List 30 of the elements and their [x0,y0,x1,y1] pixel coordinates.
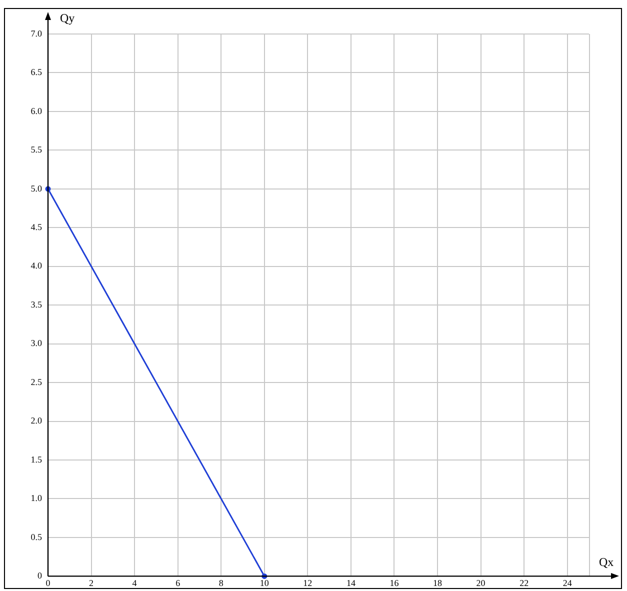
y-tick-label: 2.5 [30,376,42,387]
x-tick-label: 14 [346,578,356,588]
y-tick-label: 1.0 [30,493,42,504]
y-tick-label: 4.5 [30,222,42,232]
x-tick-label: 24 [562,578,572,588]
y-tick-label: 3.0 [30,338,42,348]
x-axis-title: Qx [599,555,614,570]
x-tick-label: 22 [520,578,529,588]
y-tick-label: 0.5 [30,532,42,542]
y-tick-label: 2.0 [30,416,42,426]
x-tick-label: 0 [46,578,51,588]
x-tick-label: 12 [303,578,312,588]
y-tick-label: 6.5 [30,67,42,78]
x-tick-label: 18 [433,578,443,588]
x-tick-label: 10 [260,578,270,588]
x-tick-label: 4 [132,578,138,588]
y-tick-label: 4.0 [30,260,42,271]
y-tick-label: 5.5 [30,144,42,155]
y-tick-label: 1.5 [30,454,42,464]
y-tick-label: 3.5 [30,299,42,310]
x-tick-label: 20 [476,578,486,588]
x-tick-label: 16 [390,578,400,588]
x-tick-label: 6 [176,578,181,588]
y-axis-title: Qy [60,11,75,25]
x-tick-label: 2 [89,578,94,588]
y-tick-label: 6.0 [30,106,42,116]
y-tick-label: 5.0 [30,183,42,194]
y-tick-label: 0 [38,570,42,581]
y-tick-label: 7.0 [30,28,42,38]
x-tick-label: 8 [218,578,224,588]
